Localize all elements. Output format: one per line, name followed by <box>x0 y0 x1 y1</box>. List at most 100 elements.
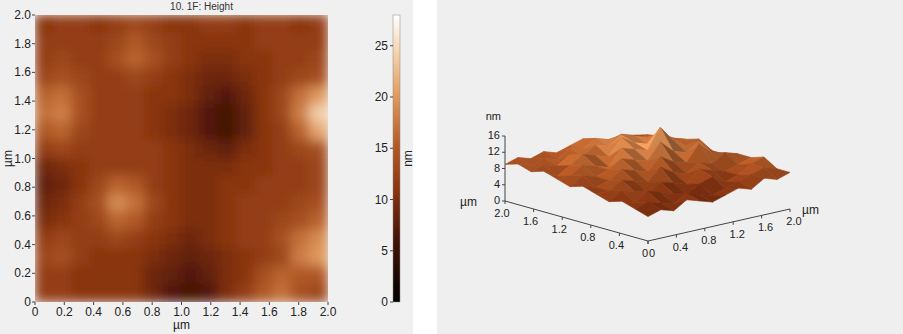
heat-cell <box>181 194 200 213</box>
x-tick-label: 0.8 <box>580 231 595 243</box>
heat-cell <box>181 266 200 285</box>
heat-cell <box>273 212 292 231</box>
heat-cell <box>291 176 310 195</box>
heat-cell <box>126 158 145 177</box>
z-tick <box>502 184 505 185</box>
heat-cell <box>126 176 145 195</box>
heat-cell <box>108 158 127 177</box>
heat-cell <box>236 15 255 33</box>
x-tick-label: 0.4 <box>609 239 624 251</box>
heat-cell <box>163 104 182 123</box>
heat-cell <box>273 230 292 249</box>
heat-cell <box>144 194 163 213</box>
heat-cell <box>254 104 273 123</box>
heat-cell <box>126 104 145 123</box>
heat-cell <box>35 266 54 285</box>
heat-cell <box>273 194 292 213</box>
heat-cell <box>35 230 54 249</box>
heat-cell <box>236 122 255 141</box>
heat-cell <box>309 140 328 159</box>
heat-cell <box>273 266 292 285</box>
heat-cell <box>309 158 328 177</box>
heat-cell <box>291 194 310 213</box>
heat-cell <box>53 15 72 33</box>
heat-cell <box>181 68 200 87</box>
heat-cell <box>291 248 310 267</box>
heat-cell <box>89 266 108 285</box>
x-tick-label: 1.6 <box>523 215 538 227</box>
heat-cell <box>53 176 72 195</box>
figure: 10. 1F: Height00.20.40.60.81.01.21.41.61… <box>0 0 903 334</box>
colorbar-tick <box>390 148 393 149</box>
colorbar <box>393 15 400 302</box>
y-tick <box>32 101 35 102</box>
heat-cell <box>181 284 200 302</box>
heat-cell <box>163 86 182 105</box>
heat-cell <box>218 194 237 213</box>
heat-cell <box>53 122 72 141</box>
heat-cell <box>309 230 328 249</box>
heat-cell <box>273 32 292 51</box>
y-tick <box>676 235 677 238</box>
x-axis-label: µm <box>173 318 190 332</box>
heat-cell <box>144 104 163 123</box>
y-tick-label: 0 <box>649 247 655 259</box>
surface-patch <box>609 159 635 171</box>
colorbar-tick-label: 25 <box>375 39 389 53</box>
heat-cell <box>254 32 273 51</box>
heat-cell <box>236 266 255 285</box>
heat-cell <box>181 140 200 159</box>
heat-cell <box>218 158 237 177</box>
x-tick-label: 0 <box>32 305 39 319</box>
heat-cell <box>254 140 273 159</box>
heat-cell <box>163 284 182 302</box>
heat-cell <box>126 32 145 51</box>
heat-cell <box>254 248 273 267</box>
heat-cell <box>291 86 310 105</box>
heat-cell <box>254 284 273 302</box>
heat-cell <box>71 158 90 177</box>
y-axis-line <box>648 209 790 241</box>
y-tick <box>32 244 35 245</box>
heat-cell <box>108 212 127 231</box>
heat-cell <box>108 248 127 267</box>
heat-cell <box>53 284 72 302</box>
colorbar-tick <box>390 250 393 251</box>
heat-cell <box>273 248 292 267</box>
heat-cell <box>309 176 328 195</box>
heat-cell <box>108 50 127 69</box>
heat-cell <box>89 15 108 33</box>
heat-cell <box>163 15 182 33</box>
heat-cell <box>199 194 218 213</box>
colorbar-tick <box>390 302 393 303</box>
y-tick <box>32 302 35 303</box>
heat-cell <box>108 266 127 285</box>
heat-cell <box>163 50 182 69</box>
surface-patch <box>674 193 700 204</box>
heat-cell <box>273 86 292 105</box>
heat-cell <box>218 122 237 141</box>
y-tick-label: 1.2 <box>730 228 745 240</box>
heat-cell <box>181 212 200 231</box>
heat-cell <box>309 50 328 69</box>
heat-cell <box>236 86 255 105</box>
heat-cell <box>291 68 310 87</box>
heat-cell <box>89 158 108 177</box>
z-tick <box>502 136 505 137</box>
heat-cell <box>53 230 72 249</box>
heat-cell <box>199 50 218 69</box>
heat-cell <box>53 140 72 159</box>
heat-cell <box>163 176 182 195</box>
heat-cell <box>309 284 328 302</box>
x-tick-label: 2.0 <box>494 207 509 219</box>
heat-cell <box>218 140 237 159</box>
y-tick-label: 2.0 <box>14 8 31 22</box>
heat-cell <box>35 176 54 195</box>
y-tick-label: 0 <box>24 295 31 309</box>
heat-cell <box>144 176 163 195</box>
heat-cell <box>254 230 273 249</box>
x-axis-label: µm <box>460 195 477 209</box>
heat-cell <box>218 248 237 267</box>
x-tick <box>562 217 563 220</box>
heat-cell <box>236 50 255 69</box>
